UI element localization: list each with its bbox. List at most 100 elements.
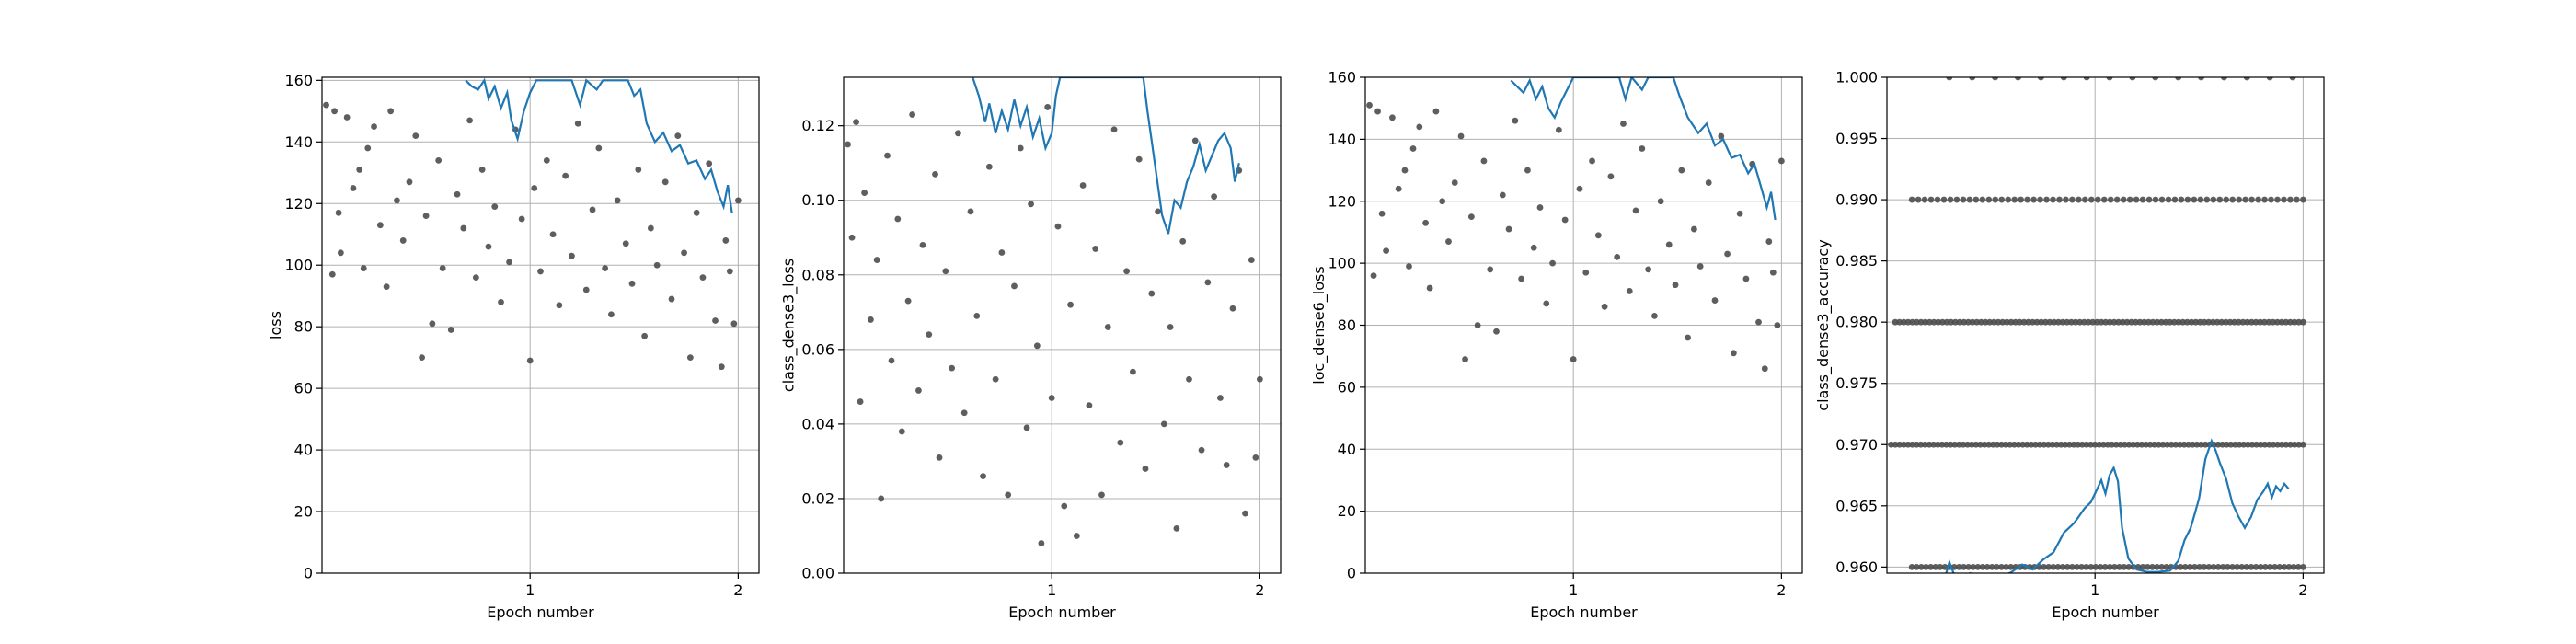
scatter-point [1383,247,1390,255]
scatter-point [1054,223,1062,230]
chart-panel-4: 1 2 0.960 0.965 0.970 0.975 0.980 0.985 0.990 0.9… [1814,69,2325,621]
scatter-point [376,222,384,229]
scatter-point [2274,196,2281,203]
scatter-point [915,387,922,394]
scatter-point [2289,77,2296,81]
scatter-point [356,167,363,173]
scatter-point [1135,155,1143,163]
scatter-point [350,185,357,191]
scatter-point [2116,563,2122,570]
scatter-point [2129,77,2136,81]
scatter-point [1998,563,2005,570]
scatter-point [549,231,557,238]
y-tick-label: 20 [294,503,313,521]
scatter-point [2069,196,2076,203]
scatter-point [1626,288,1633,294]
x-tick-label: 2 [2298,581,2307,599]
scatter-point [1499,191,1506,199]
scatter-point [2050,563,2057,570]
scatter-point [1092,246,1099,252]
scatter-point [2278,318,2285,326]
scatter-point [447,327,454,333]
scatter-point [2139,563,2146,570]
scatter-point [2234,563,2241,570]
scatter-point [1409,145,1417,152]
scatter-point [2145,318,2152,326]
scatter-point [1979,563,1986,570]
scatter-point [439,265,446,271]
scatter-point [2113,196,2121,203]
scatter-point [422,213,430,220]
scatter-point [595,144,603,152]
scatter-point [2162,318,2169,326]
scatter-point [1395,185,1402,192]
y-tick-label: 0.975 [1835,374,1878,392]
scatter-point [2214,563,2222,570]
scatter-point [1985,196,1993,203]
y-tick-label: 60 [1338,378,1356,396]
scatter-point [1173,524,1180,532]
scatter-point [1487,266,1494,273]
scatter-point [2281,563,2288,570]
scatter-point [1098,491,1105,499]
scatter-point [2016,318,2023,326]
scatter-point [2107,196,2114,203]
scatter-point [2003,318,2010,326]
scatter-point [435,156,443,164]
scatter-point [693,209,700,216]
y-tick-label: 20 [1338,502,1356,520]
scatter-point [1921,196,1928,203]
scatter-point [491,203,499,211]
scatter-point [2238,563,2246,570]
scatter-point [1665,241,1673,248]
y-tick-label: 80 [1338,316,1356,334]
scatter-point [1965,563,1972,570]
scatter-point [1086,402,1093,409]
scatter-point [574,120,581,127]
x-axis-label: Epoch number [1008,604,1116,621]
scatter-point [531,185,538,191]
y-tick-label: 0.10 [801,191,834,209]
scatter-point [360,265,367,271]
scatter-point [556,302,563,309]
scatter-point [718,363,725,371]
scatter-points [1366,101,1785,373]
scatter-point [2181,563,2189,570]
scatter-point [2068,563,2076,570]
scatter-point [1955,563,1962,570]
scatter-point [2294,196,2300,203]
y-tick-label: 0.02 [801,489,834,507]
scatter-point [1966,196,1973,203]
scatter-point [2074,563,2080,570]
scatter-point [2287,196,2294,203]
scatter-point [853,119,859,126]
scatter-point [1961,563,1967,570]
scatter-point [2201,563,2208,570]
scatter-point [1896,318,1903,326]
scatter-point [1033,342,1041,350]
scatter-point [1685,334,1691,341]
scatter-point [1678,167,1685,174]
scatter-point [2255,196,2261,203]
y-tick-label: 0.04 [801,415,834,432]
line-series [1945,438,2290,573]
scatter-point [1932,563,1939,570]
scatter-point [2184,196,2191,203]
scatter-point [2097,563,2104,570]
scatter-point [647,224,654,232]
scatter-point [1229,305,1236,312]
x-tick-label: 2 [1777,581,1786,599]
scatter-point [2170,318,2178,326]
scatter-point [1774,322,1781,328]
y-tick-label: 0.985 [1835,252,1878,270]
scatter-point [337,249,344,257]
scatter-point [2050,196,2056,203]
scatter-point [1690,225,1697,233]
scatter-point [1614,253,1621,260]
scatter-point [2261,196,2268,203]
scatter-point [1079,182,1087,189]
scatter-point [1926,318,1933,326]
scatter-point [919,241,926,248]
scatter-point [1951,318,1959,326]
